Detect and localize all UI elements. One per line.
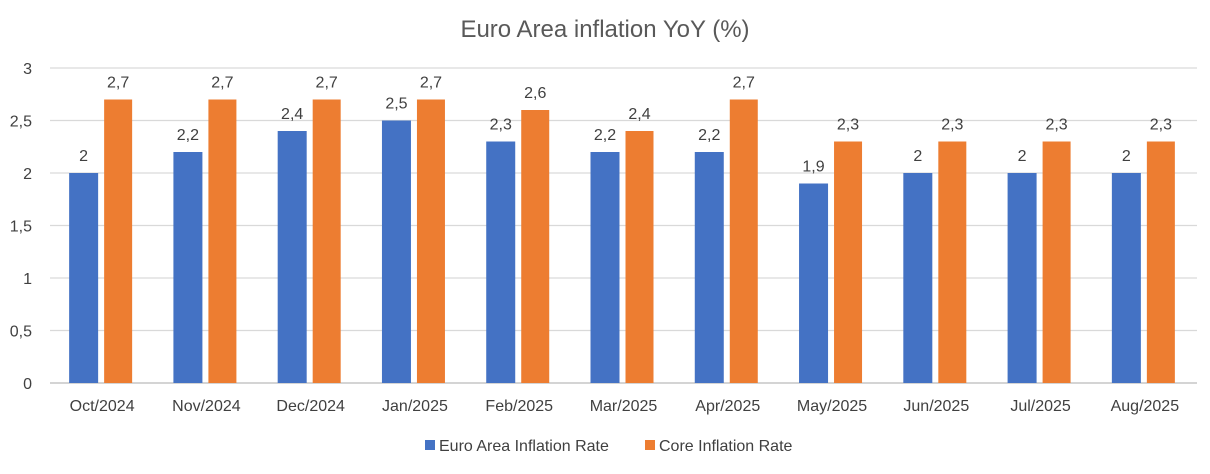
bar-core-nov-2024	[208, 99, 237, 383]
x-tick-label: Dec/2024	[276, 398, 345, 415]
bar-euro-area-aug-2025	[1111, 173, 1141, 383]
data-label: 2	[913, 148, 922, 165]
data-label: 2,6	[524, 85, 546, 102]
bar-euro-area-apr-2025	[694, 152, 724, 383]
data-label: 2,7	[316, 75, 338, 92]
x-tick-label: Nov/2024	[172, 398, 241, 415]
data-label: 2,7	[420, 75, 442, 92]
bar-core-jul-2025	[1042, 141, 1071, 383]
data-label: 2,3	[1150, 117, 1172, 134]
y-tick-label: 2	[23, 166, 32, 183]
bar-euro-area-jun-2025	[903, 173, 933, 383]
x-tick-label: Jun/2025	[903, 398, 969, 415]
bar-euro-area-jan-2025	[381, 120, 411, 383]
legend-label: Core Inflation Rate	[659, 438, 793, 455]
legend-label: Euro Area Inflation Rate	[439, 438, 609, 455]
data-label: 2,5	[385, 96, 407, 113]
bar-core-feb-2025	[521, 110, 550, 383]
bar-core-aug-2025	[1146, 141, 1175, 383]
bar-euro-area-jul-2025	[1007, 173, 1037, 383]
chart-title: Euro Area inflation YoY (%)	[460, 16, 749, 43]
data-label: 2,7	[107, 75, 129, 92]
legend-swatch	[425, 440, 435, 450]
y-tick-label: 0,5	[10, 324, 32, 341]
x-tick-label: Feb/2025	[485, 398, 553, 415]
data-label: 2,4	[628, 106, 650, 123]
x-tick-label: Aug/2025	[1111, 398, 1180, 415]
data-label: 2	[1018, 148, 1027, 165]
bar-euro-area-nov-2024	[173, 152, 203, 383]
bar-core-jan-2025	[416, 99, 445, 383]
data-label: 2,3	[837, 117, 859, 134]
bar-euro-area-mar-2025	[590, 152, 620, 383]
data-label: 2,2	[594, 127, 616, 144]
data-label: 2,7	[733, 75, 755, 92]
bar-core-apr-2025	[729, 99, 758, 383]
bar-core-mar-2025	[625, 131, 654, 383]
data-label: 2,3	[1045, 117, 1067, 134]
x-tick-label: Jan/2025	[382, 398, 448, 415]
x-tick-label: Oct/2024	[70, 398, 135, 415]
bar-core-dec-2024	[312, 99, 341, 383]
bar-euro-area-may-2025	[799, 183, 829, 383]
x-tick-label: Jul/2025	[1010, 398, 1071, 415]
bar-euro-area-oct-2024	[69, 173, 99, 383]
bar-euro-area-dec-2024	[277, 131, 307, 383]
data-label: 2,2	[177, 127, 199, 144]
y-tick-label: 1,5	[10, 219, 32, 236]
data-label: 2	[79, 148, 88, 165]
data-label: 2,7	[211, 75, 233, 92]
bar-euro-area-feb-2025	[486, 141, 516, 383]
y-tick-label: 3	[23, 61, 32, 78]
x-tick-label: May/2025	[797, 398, 867, 415]
data-label: 2,3	[490, 117, 512, 134]
bar-core-jun-2025	[938, 141, 967, 383]
data-label: 2	[1122, 148, 1131, 165]
data-label: 1,9	[802, 159, 824, 176]
legend-swatch	[645, 440, 655, 450]
bar-core-oct-2024	[104, 99, 133, 383]
bar-core-may-2025	[834, 141, 863, 383]
y-tick-label: 0	[23, 376, 32, 393]
data-label: 2,3	[941, 117, 963, 134]
x-tick-label: Apr/2025	[695, 398, 760, 415]
y-tick-label: 2,5	[10, 114, 32, 131]
legend: Euro Area Inflation Rate Core Inflation R…	[425, 438, 793, 455]
x-tick-label: Mar/2025	[590, 398, 658, 415]
y-tick-label: 1	[23, 271, 32, 288]
data-label: 2,2	[698, 127, 720, 144]
data-label: 2,4	[281, 106, 303, 123]
